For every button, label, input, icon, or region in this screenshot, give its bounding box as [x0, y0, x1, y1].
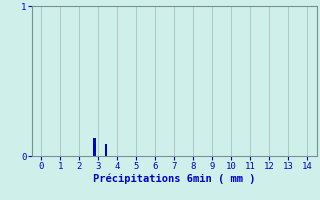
Bar: [93, 138, 96, 156]
Bar: [105, 144, 108, 156]
X-axis label: Précipitations 6min ( mm ): Précipitations 6min ( mm ): [93, 173, 256, 184]
